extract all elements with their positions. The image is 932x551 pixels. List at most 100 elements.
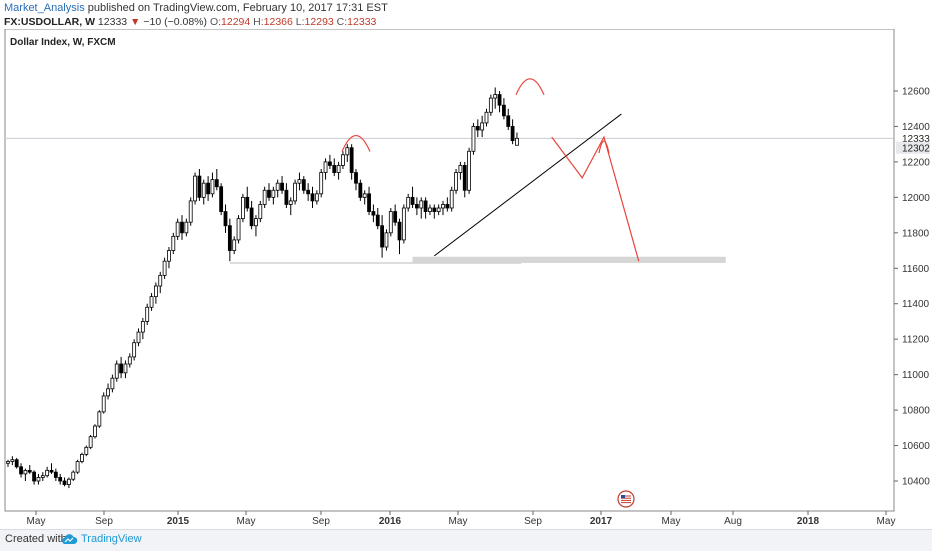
candle-body [158,274,163,287]
candle-body [314,193,319,202]
candle-body [206,182,211,195]
x-tick-label: May [877,516,896,527]
x-tick-label: 2018 [797,516,820,527]
candle-body [232,239,237,251]
candle-body [101,395,106,413]
low-label: L: [295,16,305,28]
candle-body [114,363,119,379]
y-tick-label: 10400 [902,477,930,488]
candle-body [240,196,245,220]
candle-body [327,161,332,166]
candle-body [506,115,511,127]
price-label: 12333 [902,134,930,145]
candle-body [140,321,145,333]
y-tick-label: 10800 [902,406,930,417]
open-label: O: [209,16,222,28]
candle-body [258,204,263,220]
x-tick-label: May [27,516,46,527]
author-link[interactable]: Market_Analysis [4,2,85,14]
candle-body [27,469,32,473]
candle-body [14,459,19,468]
candle-body [193,175,197,202]
candle-body [428,207,432,212]
candle-body [171,235,176,251]
created-with-text: Created with [5,533,67,545]
tradingview-name: TradingView [81,533,142,545]
symbol-line: FX:USDOLLAR, W 12333 ▼ −10 (−0.08%) O:12… [4,16,376,28]
candle-body [97,411,102,427]
x-tick-label: Sep [95,516,113,527]
candle-body [354,172,358,184]
candle-body [445,204,450,209]
y-tick-label: 10600 [902,441,930,452]
candle-body [197,175,202,198]
projection-arc [598,140,610,154]
candle-body [462,165,467,191]
candle-body [371,211,376,216]
x-tick-label: Aug [724,516,742,527]
y-tick-label: 12000 [902,193,930,204]
candle-body [219,186,224,212]
y-tick-label: 11600 [902,264,930,275]
candle-body [406,196,411,209]
candle-body [62,480,67,485]
tradingview-brand[interactable]: TradingView [60,532,142,546]
candle-body [175,221,180,237]
candle-body [310,193,315,202]
candle-body [488,97,493,113]
y-tick-label: 12400 [902,122,930,133]
candle-body [454,172,458,191]
published-text: published on TradingView.com, February 1… [87,2,388,14]
candle-body [75,461,80,473]
candle-body [397,221,402,241]
candle-body [493,94,498,99]
candle-body [53,471,58,478]
candle-body [67,478,71,485]
candle-body [45,469,50,477]
candle-body [236,218,241,241]
candle-body [201,182,206,198]
open-value: 12294 [221,16,251,28]
candle-body [393,211,398,223]
candle-body [362,193,367,198]
top-arc [515,78,545,96]
candle-body [145,306,150,322]
y-tick-label: 11200 [902,335,930,346]
candle-body [84,446,89,455]
candle-body [49,469,54,473]
high-value: 12366 [263,16,293,28]
y-tick-label: 11400 [902,299,930,310]
y-tick-label: 12600 [902,87,930,98]
candle-body [271,189,276,198]
candle-body [254,218,258,227]
plot-frame [4,29,895,512]
trendline [433,113,622,257]
close-label: C: [336,16,348,28]
candle-body [323,161,328,173]
publish-line: Market_Analysis published on TradingView… [4,2,388,14]
candle-body [71,471,76,480]
candle-body [293,182,298,202]
chart-title: Dollar Index, W, FXCM [10,37,116,48]
candle-body [58,477,63,482]
candle-body [32,471,36,482]
candle-body [267,189,271,198]
candle-body [475,126,480,131]
candle-body [119,363,123,374]
candle-body [149,296,154,308]
candle-body [423,200,428,212]
candle-body [501,104,506,117]
candle-body [306,189,311,195]
candle-body [441,204,445,209]
candles [6,87,519,489]
candle-body [480,122,485,131]
x-tick-label: 2015 [167,516,190,527]
price-chart[interactable]: 10400 10600 10800 11000 11200 11400 11600 11800… [0,29,932,529]
candle-body [401,207,406,241]
candle-body [410,196,415,205]
candle-body [40,475,45,478]
candle-body [110,377,115,390]
price-label: 12302 [902,143,930,154]
candle-body [414,204,419,209]
candle-body [214,179,219,188]
